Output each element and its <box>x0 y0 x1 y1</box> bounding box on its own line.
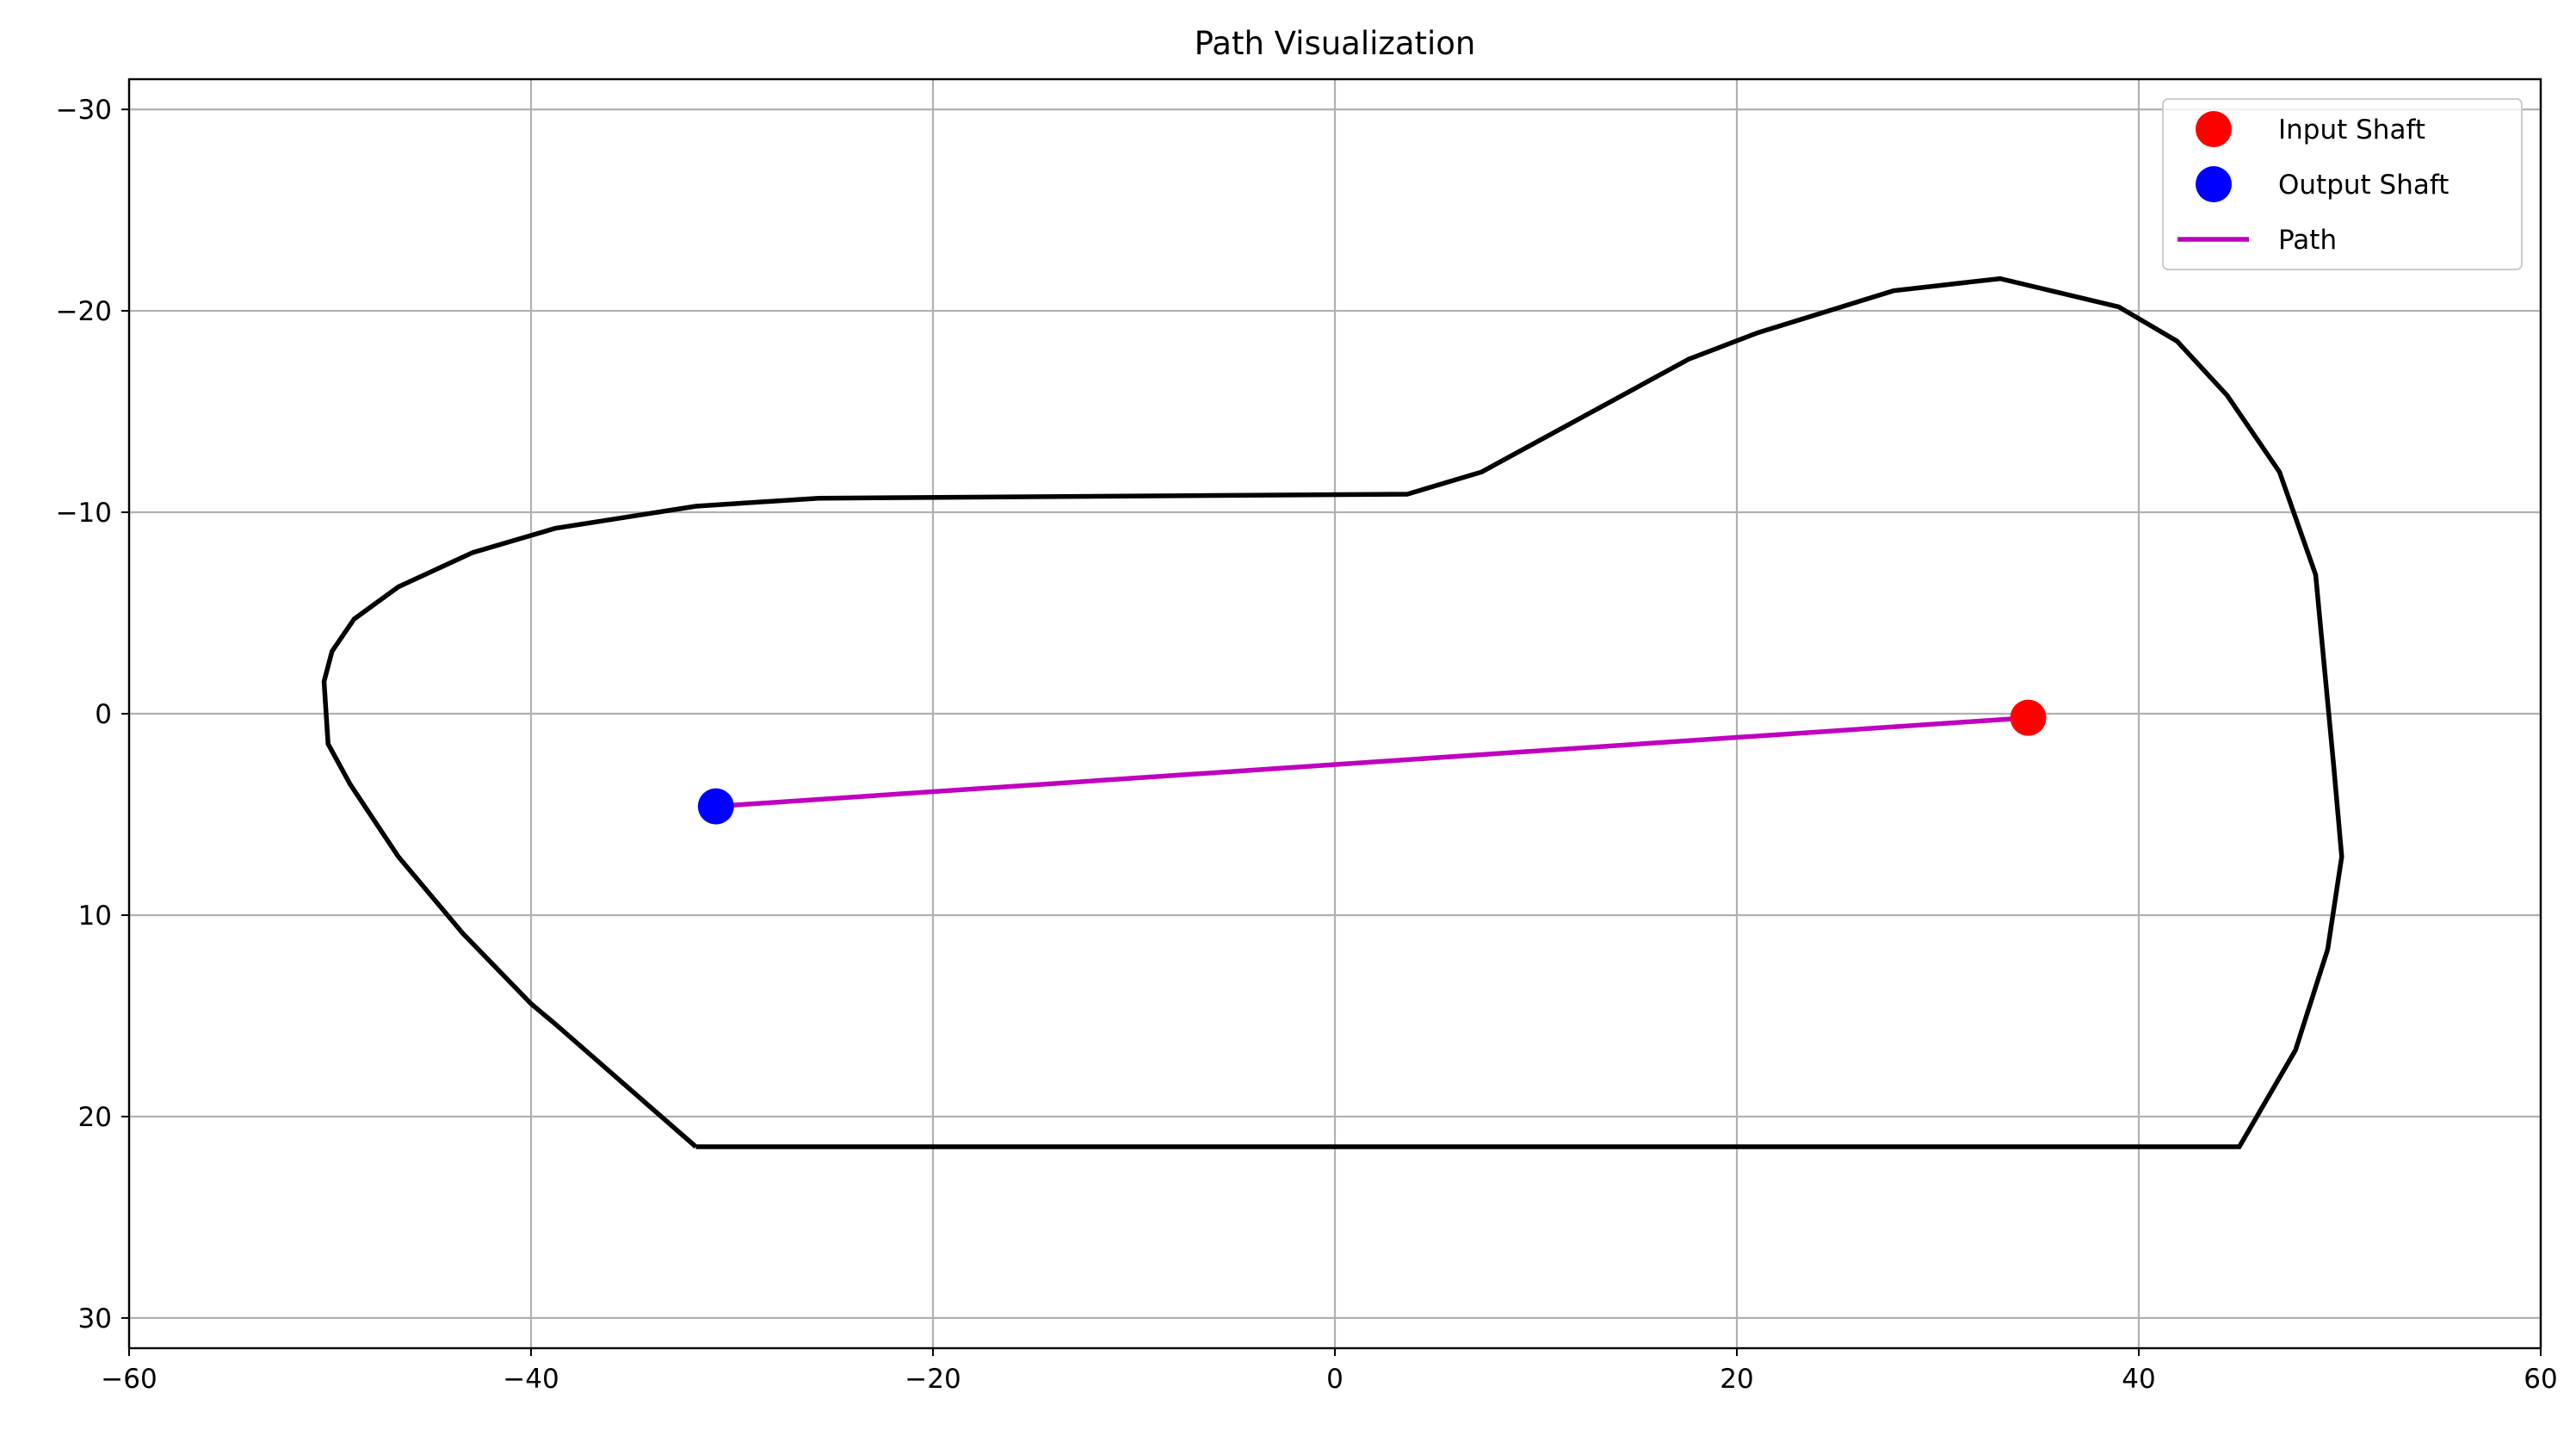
legend-output-shaft-marker <box>2196 166 2232 202</box>
boundary-outline <box>321 275 2344 1149</box>
y-tick-label: 20 <box>78 1102 112 1133</box>
y-tick-label: 30 <box>78 1303 112 1334</box>
legend-label: Output Shaft <box>2278 170 2449 201</box>
x-tick-label: 0 <box>1326 1364 1344 1395</box>
x-tick-label: 20 <box>1720 1364 1753 1395</box>
legend: Input Shaft Output Shaft Path <box>2162 98 2523 270</box>
chart-title: Path Visualization <box>1195 25 1476 62</box>
y-tick-label: 10 <box>78 901 112 932</box>
x-tick-label: −60 <box>101 1364 157 1395</box>
legend-box <box>2162 98 2523 270</box>
x-tick-label: −40 <box>503 1364 559 1395</box>
grid <box>127 79 2542 1348</box>
path-line <box>713 715 2031 809</box>
legend-input-shaft-marker <box>2196 111 2232 147</box>
y-tick-label: −30 <box>56 95 112 126</box>
legend-label: Input Shaft <box>2278 115 2425 145</box>
boundary-layer <box>321 275 2344 1149</box>
series-layer <box>713 715 2031 809</box>
y-tick-label: 0 <box>95 699 112 730</box>
x-tick-label: 40 <box>2122 1364 2155 1395</box>
x-tick-label: 60 <box>2523 1364 2557 1395</box>
y-tick-label: −20 <box>56 296 112 327</box>
axis-ticks: −60 −40 −20 0 20 40 60 −30 −20 −10 0 10 20 30 <box>56 95 2558 1395</box>
x-tick-label: −20 <box>905 1364 961 1395</box>
legend-label: Path <box>2278 225 2337 256</box>
y-tick-label: −10 <box>56 498 112 529</box>
input-shaft-marker <box>2010 699 2047 736</box>
output-shaft-marker <box>697 788 734 825</box>
marker-layer <box>697 699 2047 825</box>
